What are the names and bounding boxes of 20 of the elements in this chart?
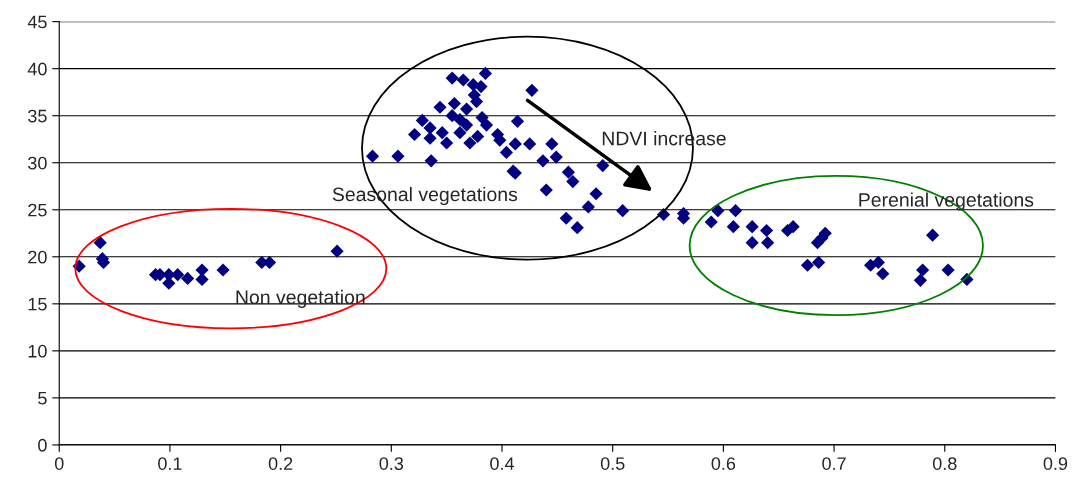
x-tick-label: 0.1 xyxy=(158,457,182,470)
y-tick-label: 0 xyxy=(38,438,47,452)
y-tick-label: 40 xyxy=(27,62,47,76)
y-tick-label: 25 xyxy=(28,203,47,217)
x-tick-label: 0.4 xyxy=(490,457,515,470)
x-tick-label: 0.3 xyxy=(379,457,404,470)
y-tick-label: 20 xyxy=(28,250,47,264)
x-tick-label: 0.2 xyxy=(268,457,293,470)
y-tick-label: 45 xyxy=(27,15,47,29)
x-tick-label: 0.8 xyxy=(932,457,957,470)
y-tick-label: 30 xyxy=(28,156,47,170)
y-tick-label: 15 xyxy=(28,297,47,311)
x-tick-label: 0.5 xyxy=(600,457,625,470)
y-tick-label: 10 xyxy=(28,344,47,358)
x-tick-label: 0 xyxy=(54,457,64,470)
x-tick-label: 0.7 xyxy=(822,457,846,470)
y-tick-label: 35 xyxy=(28,109,47,123)
x-tick-label: 0.9 xyxy=(1043,457,1068,470)
x-tick-label: 0.6 xyxy=(711,457,736,470)
y-tick-label: 5 xyxy=(38,392,47,405)
